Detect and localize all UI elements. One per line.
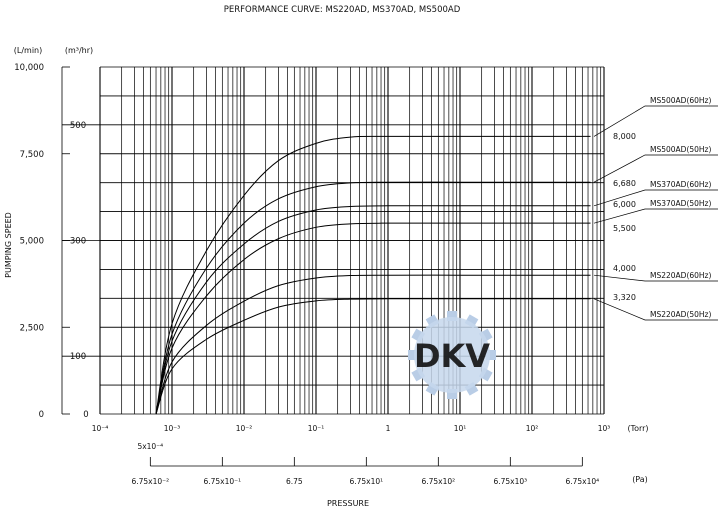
x-unit-torr: (Torr) — [627, 424, 648, 433]
series-leader-line — [593, 208, 718, 224]
series-line — [155, 274, 591, 415]
x-tick-label-torr: 10⁻³ — [164, 424, 181, 433]
y-tick-label-lmin: 2,500 — [20, 323, 44, 333]
chart-title: PERFORMANCE CURVE: MS220AD, MS370AD, MS5… — [224, 5, 461, 15]
watermark-gear-tooth — [447, 389, 457, 399]
series-name-label: MS500AD(60Hz) — [650, 96, 711, 105]
x-axis-title: PRESSURE — [327, 499, 369, 508]
watermark-gear — [414, 317, 490, 393]
series-line — [155, 205, 591, 415]
x-tick-label-pa: 6.75x10¹ — [349, 477, 383, 486]
x-tick-label-torr: 10⁻¹ — [308, 424, 325, 433]
y-tick-label-lmin: 0 — [39, 410, 44, 420]
x-unit-pa: (Pa) — [632, 475, 648, 484]
series-max-label: 4,000 — [613, 264, 636, 273]
series-name-label: MS220AD(60Hz) — [650, 271, 711, 280]
series-max-label: 5,500 — [613, 224, 636, 233]
y-tick-label-m3hr: 300 — [70, 237, 86, 247]
series-leader-line — [593, 298, 718, 321]
y-tick-label-lmin: 10,000 — [14, 63, 44, 73]
series-name-label: MS500AD(50Hz) — [650, 145, 711, 154]
series-name-label: MS370AD(60Hz) — [650, 180, 711, 189]
series-max-label: 3,320 — [613, 293, 636, 302]
y-tick-label-m3hr: 100 — [70, 352, 86, 362]
y-unit-lmin: (L/min) — [14, 46, 42, 55]
x-tick-label-torr: 10⁻⁴ — [92, 424, 109, 433]
x-tick-label-pa: 6.75x10⁴ — [565, 477, 599, 486]
series-max-label: 6,000 — [613, 200, 636, 209]
x-tick-label-torr: 10² — [526, 424, 539, 433]
series-leader-line — [593, 274, 718, 282]
label-layer: 8,000 MS500AD(60Hz) 6,680 MS500AD(50Hz) 6,00… — [593, 96, 718, 321]
series-line — [155, 298, 591, 415]
y-axis-title: PUMPING SPEED — [4, 212, 13, 278]
series-max-label: 6,680 — [613, 179, 636, 188]
series-leader-line — [593, 105, 718, 137]
series-max-label: 8,000 — [613, 132, 636, 141]
series-line — [155, 135, 591, 415]
series-name-label: MS370AD(50Hz) — [650, 199, 711, 208]
x-tick-label-torr: 10³ — [598, 424, 611, 433]
x-tick-label-torr-extra: 5x10⁻⁴ — [137, 442, 163, 451]
watermark-gear-tooth — [447, 311, 457, 321]
curve-layer — [155, 135, 591, 415]
tick-layer: 0 2,500 5,000 7,500 10,000 100 300 500 0 10⁻⁴ 10⁻³… — [14, 63, 610, 486]
grid-layer — [61, 66, 605, 415]
series-leader-line — [593, 154, 718, 183]
y-tick-label-m3hr: 500 — [70, 121, 86, 131]
series-name-label: MS220AD(50Hz) — [650, 310, 711, 319]
x-tick-label-torr: 1 — [386, 424, 391, 433]
y-tick-label-lmin: 7,500 — [20, 150, 44, 160]
series-line — [155, 222, 591, 415]
x-tick-label-torr: 10⁻² — [236, 424, 253, 433]
x-tick-label-pa: 6.75 — [286, 477, 303, 486]
x-tick-label-pa: 6.75x10² — [421, 477, 455, 486]
x-tick-label-pa: 6.75x10⁻² — [131, 477, 169, 486]
y-tick-label-lmin: 5,000 — [20, 237, 44, 247]
series-line — [155, 181, 591, 415]
x-tick-label-pa: 6.75x10⁻¹ — [203, 477, 241, 486]
series-leader-line — [593, 189, 718, 207]
x-tick-label-pa: 6.75x10³ — [493, 477, 527, 486]
x-tick-label-torr: 10¹ — [454, 424, 467, 433]
watermark-layer: DKV — [408, 311, 496, 399]
y-tick-label-zero: 0 — [83, 410, 88, 420]
y-unit-m3hr: (m³/hr) — [65, 46, 93, 55]
watermark-text: DKV — [414, 337, 490, 375]
